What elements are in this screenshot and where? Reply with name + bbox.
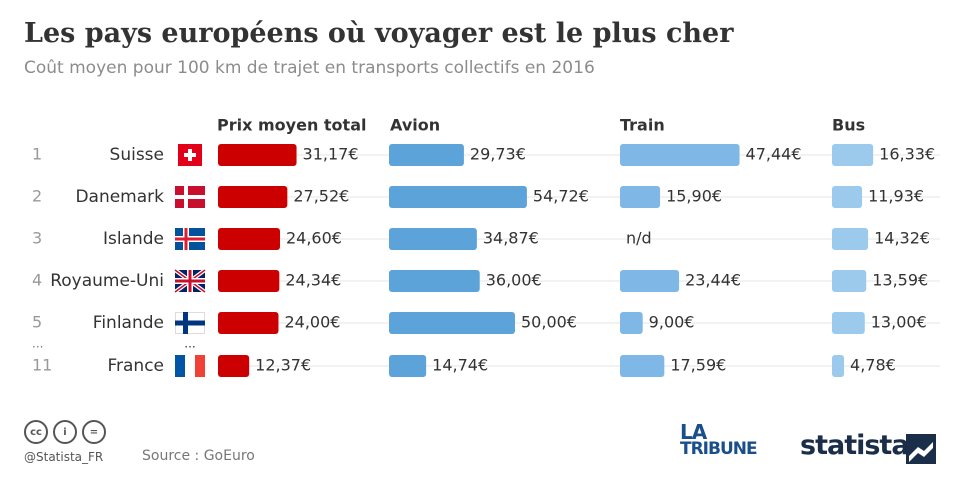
source-label: Source : GoEuro (142, 448, 255, 464)
value-label: 4,78€ (850, 356, 896, 375)
country-label: Danemark (75, 187, 164, 207)
bar-3-2 (832, 228, 869, 250)
bar-2-5 (620, 355, 665, 377)
value-label: 13,59€ (872, 271, 928, 290)
flag-icon-1 (175, 186, 205, 208)
bar-0-4 (218, 312, 279, 334)
country-label: Suisse (110, 145, 164, 165)
french-flag-white (185, 355, 195, 377)
rank-label: 5 (32, 313, 42, 332)
no-derivatives-icon: = (82, 420, 106, 444)
value-label: 15,90€ (666, 187, 722, 206)
value-label-missing: n/d (626, 229, 652, 248)
value-label: 50,00€ (521, 313, 577, 332)
la-tribune-logo-line1: LA (680, 420, 707, 444)
rank-label: 11 (32, 356, 52, 375)
country-label: Islande (103, 229, 164, 249)
bar-2-3 (620, 270, 680, 292)
value-label: 24,34€ (285, 271, 341, 290)
rank-label: 4 (32, 271, 42, 290)
flag-icon-4 (175, 312, 205, 334)
bar-1-4 (389, 312, 515, 334)
la-tribune-logo-line2: TRIBUNE (680, 439, 758, 459)
la-tribune-logo: LA TRIBUNE (680, 420, 780, 459)
bar-0-5 (218, 355, 250, 377)
bar-0-3 (218, 270, 280, 292)
column-header-3: Bus (832, 116, 865, 135)
french-flag-blue (175, 355, 185, 377)
value-label: 9,00€ (649, 313, 695, 332)
bar-3-1 (832, 186, 863, 208)
bar-0-0 (218, 144, 297, 166)
bar-1-3 (389, 270, 480, 292)
license-icons: cc i = (24, 420, 106, 444)
value-label: 34,87€ (483, 229, 539, 248)
flag-icon-5 (175, 355, 205, 377)
bar-1-0 (389, 144, 464, 166)
swiss-flag-cross-h (184, 153, 196, 157)
column-header-0: Prix moyen total (217, 116, 366, 135)
country-label: France (107, 356, 164, 376)
french-flag-red (195, 355, 205, 377)
value-label: 12,37€ (255, 356, 311, 375)
value-label: 24,60€ (286, 229, 342, 248)
value-label: 36,00€ (486, 271, 542, 290)
flag-ellipsis: ... (184, 337, 195, 351)
column-header-2: Train (620, 116, 665, 135)
value-label: 23,44€ (685, 271, 741, 290)
value-label: 14,74€ (432, 356, 488, 375)
bar-3-5 (832, 355, 845, 377)
creative-commons-icon: cc (24, 420, 48, 444)
uk-flag-red-h (175, 279, 205, 283)
column-header-1: Avion (390, 116, 440, 135)
chart-area: Prix moyen total Avion Train Bus... ... 1 Suis… (32, 116, 940, 377)
bar-3-3 (832, 270, 867, 292)
bar-0-2 (218, 228, 280, 250)
flag-icon-2 (175, 228, 205, 250)
icelandic-flag-red-h (175, 237, 205, 241)
statista-handle: @Statista_FR (24, 450, 104, 464)
bar-1-2 (389, 228, 477, 250)
chart-subtitle: Coût moyen pour 100 km de trajet en tran… (24, 58, 595, 78)
country-label: Royaume-Uni (50, 271, 164, 291)
statista-logo: statista (800, 430, 910, 461)
bar-3-0 (832, 144, 874, 166)
bar-1-5 (389, 355, 427, 377)
value-label: 54,72€ (533, 187, 589, 206)
finnish-flag-cross-h (175, 320, 205, 326)
rank-label: 1 (32, 145, 42, 164)
rank-ellipsis: ... (32, 337, 43, 351)
bar-1-1 (389, 186, 527, 208)
value-label: 47,44€ (746, 145, 802, 164)
value-label: 14,32€ (874, 229, 930, 248)
bar-2-4 (620, 312, 643, 334)
value-label: 31,17€ (303, 145, 359, 164)
bar-0-1 (218, 186, 288, 208)
value-label: 24,00€ (284, 313, 340, 332)
value-label: 16,33€ (879, 145, 935, 164)
value-label: 17,59€ (670, 356, 726, 375)
rank-label: 3 (32, 229, 42, 248)
bar-3-4 (832, 312, 865, 334)
statista-logo-icon (906, 434, 936, 464)
country-label: Finlande (93, 313, 164, 333)
danish-flag-cross-h (175, 195, 205, 199)
value-label: 11,93€ (868, 187, 924, 206)
bar-2-0 (620, 144, 740, 166)
value-label: 13,00€ (871, 313, 927, 332)
flag-icon-3 (173, 268, 207, 294)
value-label: 27,52€ (293, 187, 349, 206)
value-label: 29,73€ (470, 145, 526, 164)
bar-2-1 (620, 186, 661, 208)
rank-label: 2 (32, 187, 42, 206)
chart-title: Les pays européens où voyager est le plu… (24, 18, 734, 49)
attribution-icon: i (53, 420, 77, 444)
flag-icon-0 (178, 144, 202, 166)
